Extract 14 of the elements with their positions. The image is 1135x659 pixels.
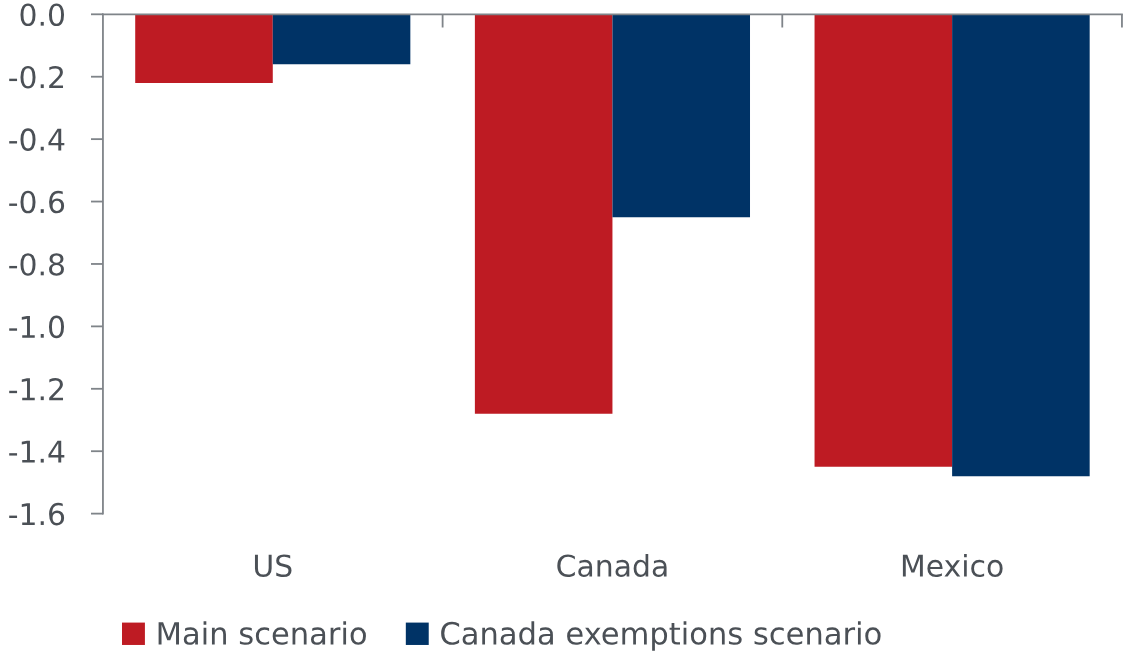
y-tick-label: -1.2	[9, 377, 64, 401]
x-tick-label: US	[254, 554, 292, 578]
x-tick-label: Mexico	[902, 553, 1003, 578]
y-tick-label: -0.8	[9, 253, 64, 276]
legend-label: Canada exemptions scenario	[441, 621, 881, 651]
x-tick-label: Canada	[557, 553, 667, 578]
legend-label: Main scenario	[158, 621, 366, 645]
y-tick-label: -0.4	[9, 128, 65, 151]
y-tick-label: -1.6	[9, 502, 65, 526]
y-tick-label: 0.0	[20, 3, 65, 27]
y-tick-label: -1.4	[9, 440, 65, 463]
y-tick-label: -0.2	[9, 65, 64, 89]
y-tick-label: -1.0	[9, 315, 65, 339]
y-tick-label: -0.6	[9, 190, 65, 214]
